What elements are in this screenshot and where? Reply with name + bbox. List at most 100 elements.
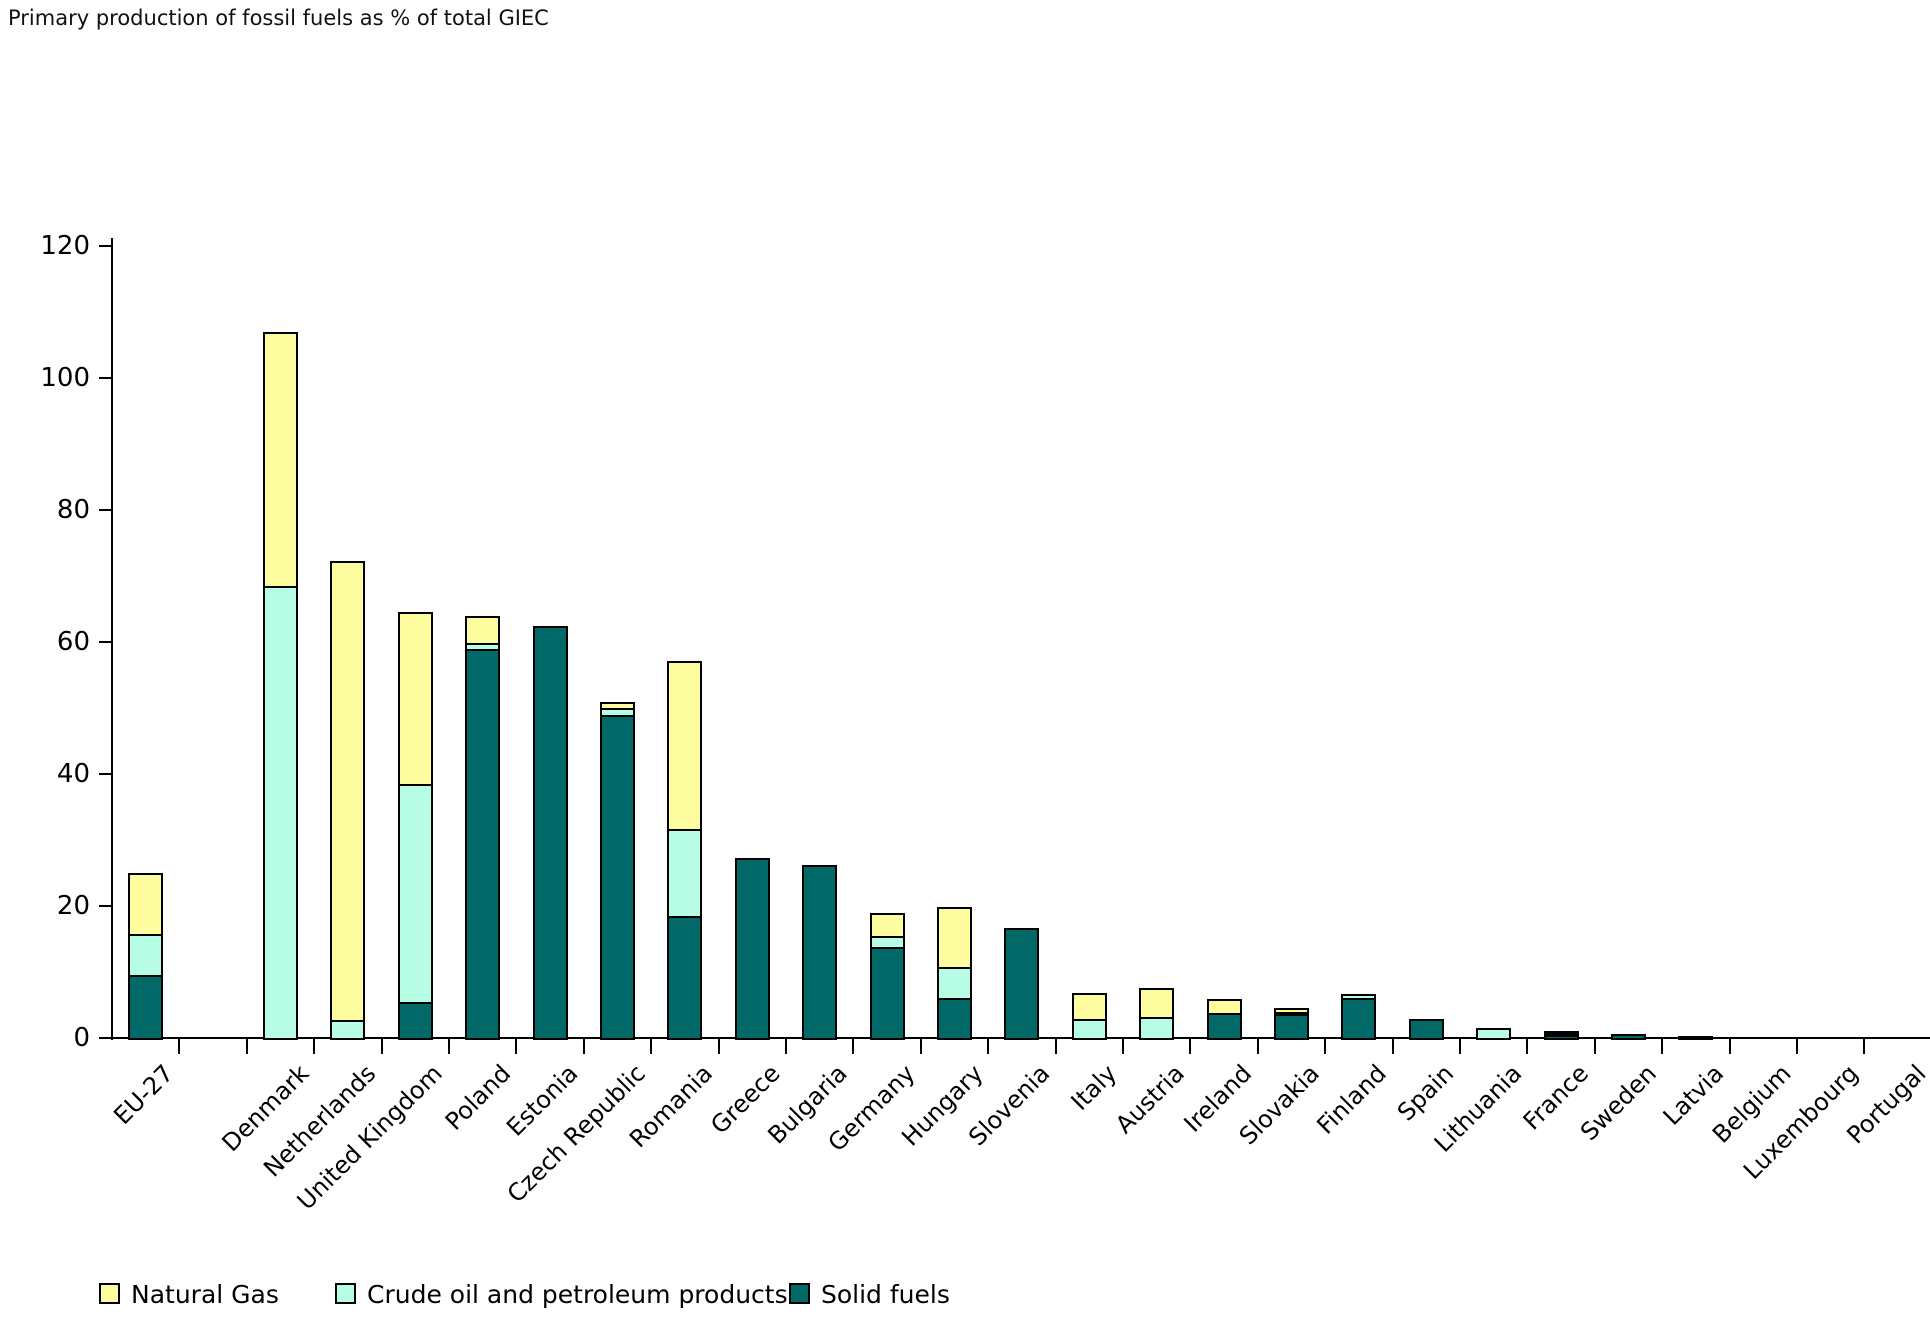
legend-label-solid-fuels: Solid fuels [821, 1280, 950, 1309]
y-tick [99, 509, 113, 511]
legend-item-solid-fuels: Solid fuels [789, 1282, 1009, 1308]
bar-segment-finland-solid-fuels [1341, 998, 1376, 1040]
x-tick [583, 1039, 585, 1054]
x-tick [650, 1039, 652, 1054]
x-tick [920, 1039, 922, 1054]
bar-segment-romania-natural-gas [667, 661, 702, 831]
x-tick [246, 1039, 248, 1054]
bar-segment-germany-solid-fuels [870, 947, 905, 1040]
bar-segment-poland-solid-fuels [465, 649, 500, 1040]
x-tick [785, 1039, 787, 1054]
x-tick [987, 1039, 989, 1054]
bar-segment-latvia-solid-fuels [1678, 1036, 1713, 1040]
bar-segment-estonia-solid-fuels [533, 626, 568, 1040]
bar-segment-poland-natural-gas [465, 616, 500, 645]
y-tick-label: 0 [73, 1023, 90, 1053]
x-tick [1122, 1039, 1124, 1054]
x-tick [1189, 1039, 1191, 1054]
bar-segment-slovakia-solid-fuels [1274, 1014, 1309, 1040]
y-tick [99, 1037, 113, 1039]
y-tick-label: 100 [40, 363, 90, 393]
bar-segment-eu-27-solid-fuels [128, 975, 163, 1040]
x-tick [852, 1039, 854, 1054]
bar-segment-austria-crude-oil-and-petroleum-products [1139, 1017, 1174, 1040]
x-category-label-finland: Finland [1311, 1059, 1393, 1140]
bar-segment-denmark-crude-oil-and-petroleum-products [263, 586, 298, 1040]
x-tick [718, 1039, 720, 1054]
y-tick-label: 80 [56, 495, 90, 525]
bar-segment-denmark-natural-gas [263, 332, 298, 588]
y-tick [99, 245, 113, 247]
bar-segment-ireland-solid-fuels [1207, 1013, 1242, 1040]
bar-segment-lithuania-crude-oil-and-petroleum-products [1476, 1028, 1511, 1040]
bar-segment-sweden-solid-fuels [1611, 1034, 1646, 1040]
bar-segment-finland-crude-oil-and-petroleum-products [1341, 994, 1376, 1000]
legend-label-crude-oil: Crude oil and petroleum products [367, 1280, 788, 1309]
bar-segment-slovakia-natural-gas [1274, 1008, 1309, 1014]
x-tick [515, 1039, 517, 1054]
y-tick-label: 20 [56, 891, 90, 921]
bar-segment-eu-27-natural-gas [128, 873, 163, 936]
x-tick [1459, 1039, 1461, 1054]
bar-segment-hungary-crude-oil-and-petroleum-products [937, 967, 972, 1000]
x-category-label-spain: Spain [1391, 1059, 1460, 1127]
x-category-label-austria: Austria [1110, 1059, 1191, 1140]
bar-segment-netherlands-natural-gas [330, 561, 365, 1022]
solid-fuels-swatch [789, 1283, 810, 1304]
x-tick [448, 1039, 450, 1054]
x-tick [1257, 1039, 1259, 1054]
bar-segment-hungary-solid-fuels [937, 998, 972, 1040]
y-axis-line [111, 238, 113, 1040]
chart-title: Primary production of fossil fuels as % … [8, 6, 549, 30]
bar-segment-romania-crude-oil-and-petroleum-products [667, 829, 702, 918]
bar-segment-czech-republic-natural-gas [600, 702, 635, 710]
x-tick [1594, 1039, 1596, 1054]
y-tick [99, 905, 113, 907]
legend: Natural Gas Crude oil and petroleum prod… [0, 1282, 1930, 1312]
x-tick [1324, 1039, 1326, 1054]
bar-segment-romania-solid-fuels [667, 916, 702, 1040]
x-tick [1526, 1039, 1528, 1054]
x-tick [1055, 1039, 1057, 1054]
legend-item-natural-gas: Natural Gas [99, 1282, 329, 1308]
x-tick [178, 1039, 180, 1054]
x-tick [1392, 1039, 1394, 1054]
y-tick-label: 60 [56, 627, 90, 657]
y-tick-label: 40 [56, 759, 90, 789]
bar-segment-bulgaria-solid-fuels [802, 865, 837, 1040]
legend-label-natural-gas: Natural Gas [131, 1280, 279, 1309]
bar-segment-ireland-natural-gas [1207, 999, 1242, 1015]
x-category-label-italy: Italy [1065, 1059, 1123, 1116]
bar-segment-united-kingdom-natural-gas [398, 612, 433, 786]
bar-segment-france-natural-gas [1544, 1031, 1579, 1035]
x-tick [381, 1039, 383, 1054]
bar-segment-united-kingdom-solid-fuels [398, 1002, 433, 1040]
bar-segment-czech-republic-solid-fuels [600, 715, 635, 1040]
x-category-label-eu-27: EU-27 [108, 1059, 180, 1130]
y-tick [99, 773, 113, 775]
bar-segment-eu-27-crude-oil-and-petroleum-products [128, 934, 163, 977]
bar-segment-italy-natural-gas [1072, 993, 1107, 1021]
x-tick [1729, 1039, 1731, 1054]
bar-segment-greece-solid-fuels [735, 858, 770, 1040]
crude-oil-swatch [335, 1283, 356, 1304]
y-tick [99, 641, 113, 643]
bar-segment-slovenia-solid-fuels [1004, 928, 1039, 1040]
bar-segment-hungary-natural-gas [937, 907, 972, 969]
bar-segment-italy-crude-oil-and-petroleum-products [1072, 1019, 1107, 1040]
x-tick [1661, 1039, 1663, 1054]
y-tick-label: 120 [40, 231, 90, 261]
x-tick [1796, 1039, 1798, 1054]
natural-gas-swatch [99, 1283, 120, 1304]
x-tick [313, 1039, 315, 1054]
y-tick [99, 377, 113, 379]
bar-segment-netherlands-crude-oil-and-petroleum-products [330, 1020, 365, 1040]
bar-segment-germany-natural-gas [870, 913, 905, 938]
x-category-label-sweden: Sweden [1575, 1059, 1663, 1147]
bar-segment-united-kingdom-crude-oil-and-petroleum-products [398, 784, 433, 1004]
bar-segment-spain-solid-fuels [1409, 1019, 1444, 1040]
bar-segment-austria-natural-gas [1139, 988, 1174, 1019]
x-tick [1863, 1039, 1865, 1054]
legend-item-crude-oil: Crude oil and petroleum products [335, 1282, 815, 1308]
